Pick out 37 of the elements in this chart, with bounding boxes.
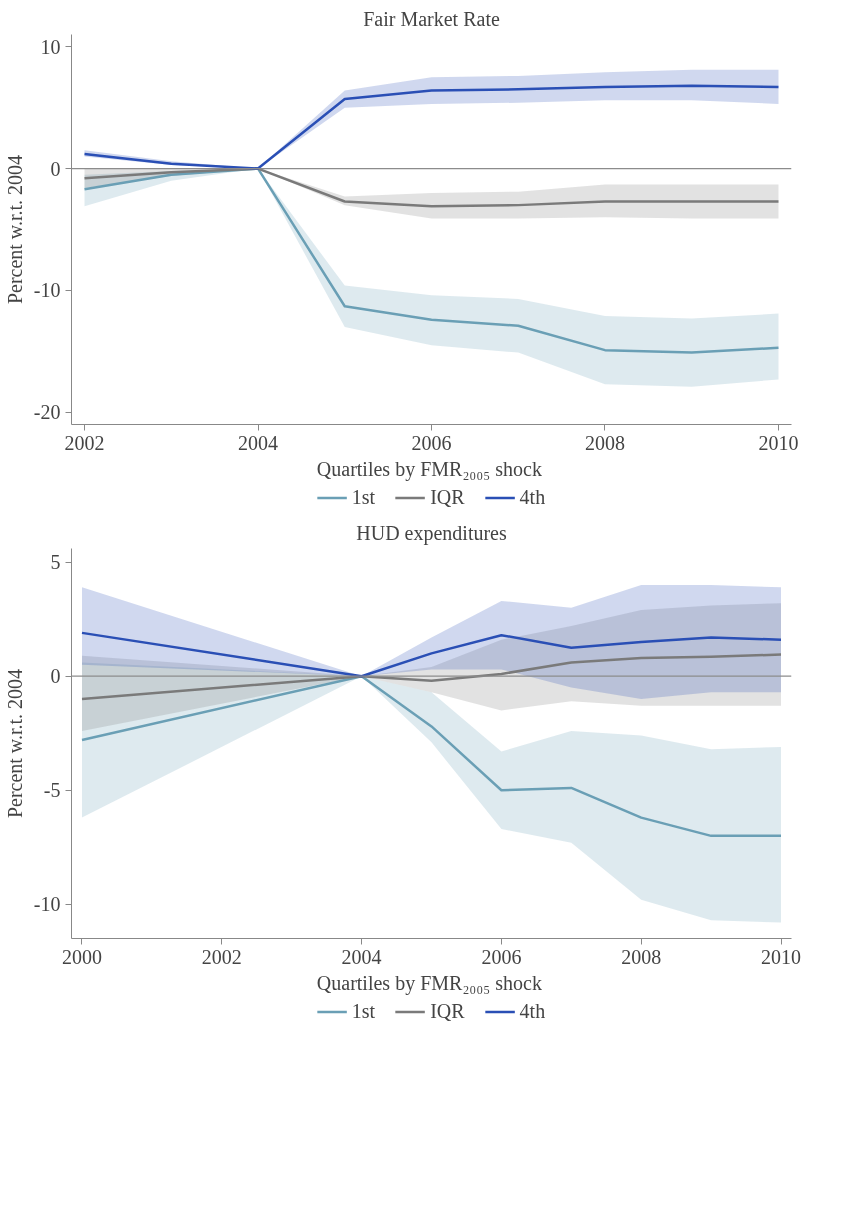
line-series	[83, 84, 780, 170]
y-tick-label: -20	[33, 401, 61, 424]
x-tick-label: 2000	[61, 945, 102, 968]
y-tick-label: 10	[40, 35, 61, 58]
x-tick-label: 2010	[761, 945, 802, 968]
legend-label: IQR	[430, 485, 465, 509]
x-tick-label: 2006	[481, 945, 522, 968]
x-tick-label: 2008	[584, 431, 625, 454]
y-tick-label: -10	[33, 893, 61, 916]
y-axis-title: Percent w.r.t. 2004	[3, 154, 26, 305]
y-tick-label: -5	[43, 779, 61, 802]
legend-title: Quartiles by FMR₂₀₀₅ shock	[316, 457, 543, 481]
y-tick-label: 0	[50, 157, 61, 180]
line-series	[83, 167, 780, 354]
x-tick-label: 2002	[201, 945, 242, 968]
x-tick-label: 2006	[411, 431, 452, 454]
x-tick-label: 2008	[621, 945, 662, 968]
legend-title: Quartiles by FMR₂₀₀₅ shock	[316, 971, 543, 995]
chart-title: HUD expenditures	[356, 521, 507, 545]
legend-label: 1st	[351, 999, 376, 1023]
x-tick-label: 2010	[758, 431, 799, 454]
legend-label: IQR	[430, 999, 465, 1023]
legend-label: 4th	[519, 999, 546, 1023]
line-series	[80, 674, 783, 838]
line-series	[83, 167, 780, 208]
x-tick-label: 2004	[341, 945, 382, 968]
line-series	[80, 631, 783, 678]
line-series	[80, 653, 783, 701]
y-tick-label: -10	[33, 279, 61, 302]
y-tick-label: 5	[50, 551, 61, 574]
y-tick-label: 0	[50, 665, 61, 688]
legend-label: 1st	[351, 485, 376, 509]
x-tick-label: 2002	[64, 431, 105, 454]
legend-label: 4th	[519, 485, 546, 509]
y-axis-title: Percent w.r.t. 2004	[3, 668, 26, 819]
chart-title: Fair Market Rate	[363, 7, 500, 30]
x-tick-label: 2004	[238, 431, 279, 454]
